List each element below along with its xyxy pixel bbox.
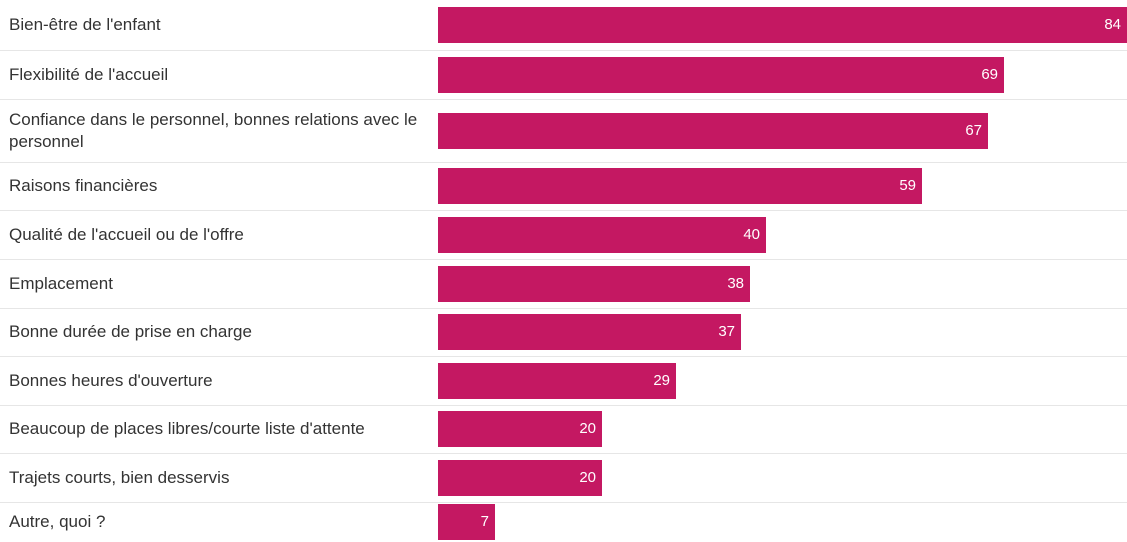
- row-separator: [0, 405, 1127, 406]
- row-separator: [0, 259, 1127, 260]
- bar: [438, 266, 750, 302]
- category-label: Emplacement: [9, 273, 113, 293]
- bar: [438, 57, 1004, 93]
- category-label: Flexibilité de l'accueil: [9, 64, 169, 84]
- bar-value-label: 67: [965, 122, 982, 139]
- bar: [438, 113, 988, 149]
- bar: [438, 460, 602, 496]
- category-label: Qualité de l'accueil ou de l'offre: [9, 224, 244, 244]
- row-separator: [0, 210, 1127, 211]
- row-separator: [0, 453, 1127, 454]
- bar-value-label: 40: [743, 226, 760, 243]
- bar-value-label: 59: [899, 177, 916, 194]
- bar: [438, 217, 766, 253]
- category-label: Autre, quoi ?: [9, 512, 106, 531]
- row-separator: [0, 162, 1127, 163]
- category-label: Confiance dans le personnel, bonnes rela…: [9, 109, 418, 151]
- row-separator: [0, 50, 1127, 51]
- bar-value-label: 38: [727, 275, 744, 292]
- bar: [438, 7, 1127, 43]
- category-label: Raisons financières: [9, 176, 158, 195]
- category-label: Beaucoup de places libres/courte liste d…: [9, 419, 365, 438]
- category-label: Bien-être de l'enfant: [9, 15, 161, 34]
- bar-value-label: 84: [1104, 16, 1121, 33]
- bar: [438, 411, 602, 447]
- bar: [438, 168, 922, 204]
- bar-value-label: 20: [579, 420, 596, 437]
- bar: [438, 363, 676, 399]
- category-label: Bonnes heures d'ouverture: [9, 370, 213, 390]
- bar-value-label: 37: [718, 323, 735, 340]
- bar: [438, 504, 495, 540]
- category-label: Trajets courts, bien desservis: [9, 467, 230, 487]
- bar-value-label: 20: [579, 469, 596, 486]
- bar: [438, 314, 741, 350]
- bar-value-label: 7: [480, 513, 489, 530]
- row-separator: [0, 502, 1127, 503]
- bar-value-label: 69: [981, 66, 998, 83]
- row-separator: [0, 308, 1127, 309]
- row-separator: [0, 356, 1127, 357]
- row-separator: [0, 99, 1127, 100]
- category-label: Bonne durée de prise en charge: [9, 322, 252, 341]
- bar-value-label: 29: [653, 372, 670, 389]
